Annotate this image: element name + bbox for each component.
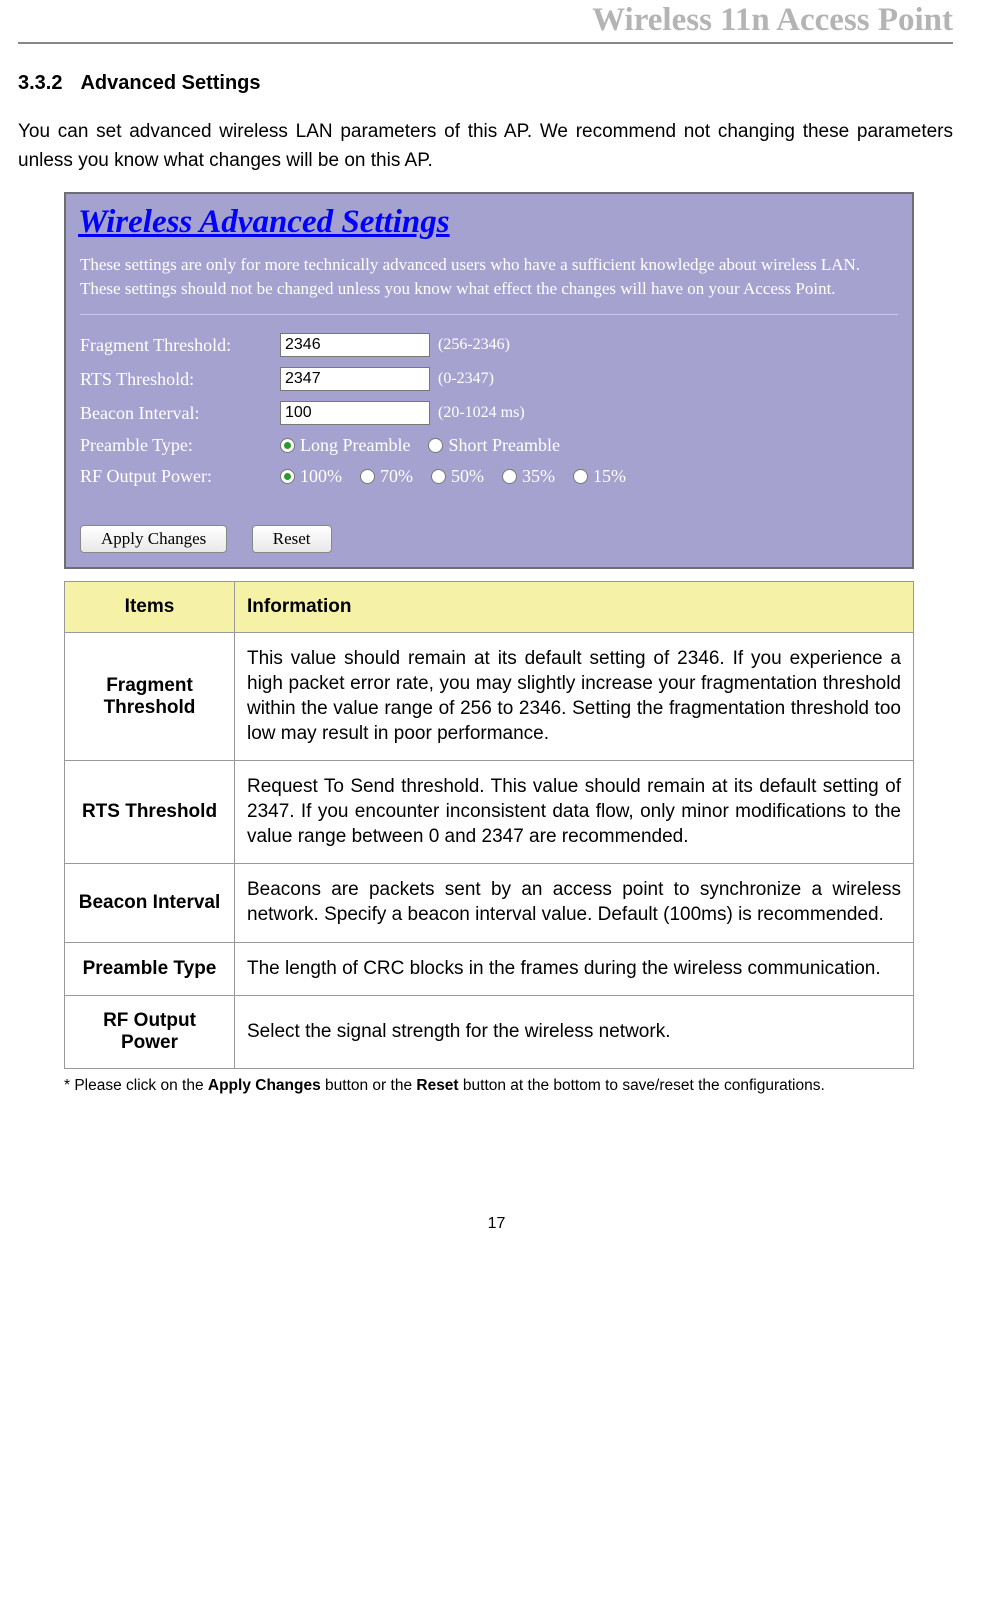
page-number: 17 <box>0 1215 993 1241</box>
section-heading: 3.3.2 Advanced Settings <box>18 72 953 95</box>
footnote-suffix: button at the bottom to save/reset the c… <box>459 1077 825 1094</box>
preamble-short-radio[interactable] <box>428 438 443 453</box>
row-item: Fragment Threshold <box>65 633 235 761</box>
col-information: Information <box>235 582 914 633</box>
rfpower-70-radio[interactable] <box>360 469 375 484</box>
document-header: Wireless 11n Access Point <box>18 0 953 44</box>
reset-button[interactable]: Reset <box>252 525 332 553</box>
preamble-short-label: Short Preamble <box>448 435 559 456</box>
panel-description: These settings are only for more technic… <box>66 249 912 311</box>
screenshot-panel: Wireless Advanced Settings These setting… <box>64 192 914 570</box>
section-intro: You can set advanced wireless LAN parame… <box>18 117 953 176</box>
fragment-hint: (256-2346) <box>438 336 510 354</box>
fragment-threshold-row: Fragment Threshold: (256-2346) <box>80 333 898 357</box>
rts-hint: (0-2347) <box>438 370 494 388</box>
footnote-mid: button or the <box>321 1077 417 1094</box>
table-row: Beacon Interval Beacons are packets sent… <box>65 864 914 942</box>
panel-title: Wireless Advanced Settings <box>66 194 912 249</box>
rts-input[interactable] <box>280 367 430 391</box>
beacon-label: Beacon Interval: <box>80 403 280 424</box>
rfpower-label: RF Output Power: <box>80 466 280 487</box>
preamble-type-row: Preamble Type: Long Preamble Short Pream… <box>80 435 898 456</box>
info-table: Items Information Fragment Threshold Thi… <box>64 581 914 1069</box>
apply-changes-button[interactable]: Apply Changes <box>80 525 227 553</box>
preamble-long-radio[interactable] <box>280 438 295 453</box>
table-row: RTS Threshold Request To Send threshold.… <box>65 761 914 864</box>
rfpower-50-radio[interactable] <box>431 469 446 484</box>
rfpower-100-radio[interactable] <box>280 469 295 484</box>
row-info: Beacons are packets sent by an access po… <box>235 864 914 942</box>
beacon-hint: (20-1024 ms) <box>438 404 525 422</box>
rts-threshold-row: RTS Threshold: (0-2347) <box>80 367 898 391</box>
rts-label: RTS Threshold: <box>80 369 280 390</box>
section-title: Advanced Settings <box>80 72 260 94</box>
table-row: Fragment Threshold This value should rem… <box>65 633 914 761</box>
preamble-long-label: Long Preamble <box>300 435 410 456</box>
row-item: RF Output Power <box>65 996 235 1069</box>
beacon-interval-row: Beacon Interval: (20-1024 ms) <box>80 401 898 425</box>
table-row: Preamble Type The length of CRC blocks i… <box>65 942 914 996</box>
col-items: Items <box>65 582 235 633</box>
panel-divider <box>80 314 898 315</box>
header-title: Wireless 11n Access Point <box>592 2 953 38</box>
footnote-apply: Apply Changes <box>208 1077 321 1094</box>
rfpower-50-label: 50% <box>451 466 484 487</box>
row-item: Preamble Type <box>65 942 235 996</box>
rfpower-35-radio[interactable] <box>502 469 517 484</box>
preamble-label: Preamble Type: <box>80 435 280 456</box>
footnote-prefix: * Please click on the <box>64 1077 208 1094</box>
section-number: 3.3.2 <box>18 72 62 95</box>
rfpower-70-label: 70% <box>380 466 413 487</box>
row-info: This value should remain at its default … <box>235 633 914 761</box>
rfpower-35-label: 35% <box>522 466 555 487</box>
fragment-input[interactable] <box>280 333 430 357</box>
row-item: RTS Threshold <box>65 761 235 864</box>
footnote: * Please click on the Apply Changes butt… <box>64 1077 953 1095</box>
row-item: Beacon Interval <box>65 864 235 942</box>
row-info: The length of CRC blocks in the frames d… <box>235 942 914 996</box>
rf-output-power-row: RF Output Power: 100% 70% 50% 35% 15% <box>80 466 898 487</box>
row-info: Request To Send threshold. This value sh… <box>235 761 914 864</box>
row-info: Select the signal strength for the wirel… <box>235 996 914 1069</box>
rfpower-15-label: 15% <box>593 466 626 487</box>
rfpower-100-label: 100% <box>300 466 342 487</box>
beacon-input[interactable] <box>280 401 430 425</box>
footnote-reset: Reset <box>416 1077 458 1094</box>
fragment-label: Fragment Threshold: <box>80 335 280 356</box>
rfpower-15-radio[interactable] <box>573 469 588 484</box>
table-row: RF Output Power Select the signal streng… <box>65 996 914 1069</box>
